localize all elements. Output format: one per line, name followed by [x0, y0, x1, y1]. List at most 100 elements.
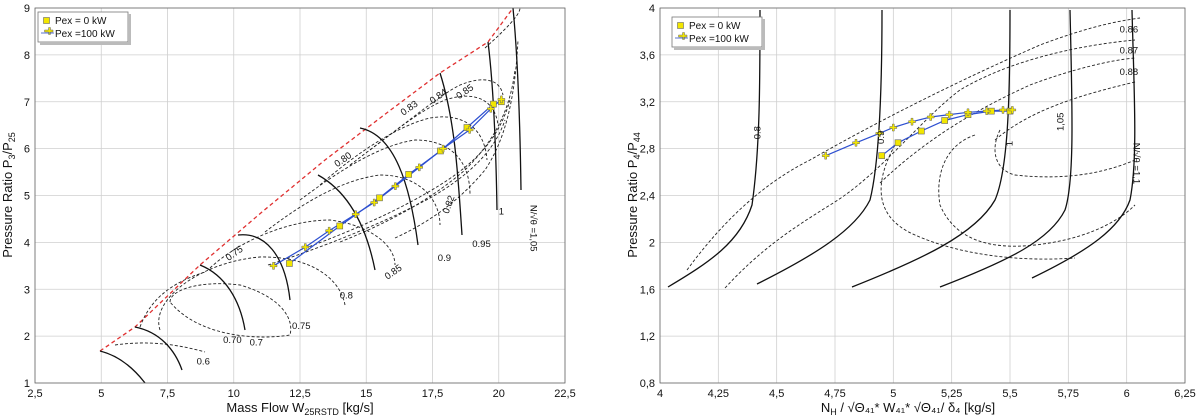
x-tick-label: 22,5 — [554, 388, 575, 400]
operating-line-series — [269, 95, 506, 270]
axes: 4 4,25 4,5 4,75 5 5,25 5,5 5,75 6 6,25 0,8 1,2 1,6 2 2… — [640, 3, 1196, 400]
contour-label: 0.85 — [383, 263, 404, 283]
speed-line — [939, 9, 1073, 288]
contour-label: 0.87 — [1120, 46, 1139, 57]
x-tick-label: 4 — [657, 388, 663, 400]
data-point-pex-100 — [415, 163, 423, 172]
plot-frame — [659, 7, 1186, 384]
x-tick-label: 5,5 — [1002, 388, 1017, 400]
y-axis-label: Pressure Ratio P4/P44 — [625, 132, 642, 258]
y-tick-label: 2 — [24, 331, 30, 343]
x-tick-label: 20 — [493, 388, 505, 400]
contour-label: 0.82 — [441, 194, 458, 215]
legend-square-marker — [43, 17, 50, 24]
efficiency-contour — [339, 69, 516, 243]
y-tick-label: 2,4 — [640, 191, 655, 203]
data-point-pex-100 — [325, 226, 333, 235]
contour-label: 0.88 — [1120, 67, 1139, 78]
contour-label: 1,05 — [1056, 113, 1067, 132]
data-point-pex-100 — [465, 126, 474, 134]
data-point-pex-100 — [852, 139, 860, 147]
turbine-map-chart: 0.86 0.87 0.88 0.8 0.9 1 1,05 N/√θ =1,1 4 4,25 4,… — [625, 3, 1196, 417]
speed-line — [99, 350, 146, 383]
data-point-pex-0 — [941, 117, 948, 124]
efficiency-contour — [299, 99, 511, 251]
efficiency-contour — [724, 39, 1136, 289]
contour-label: 0.70 — [223, 335, 242, 346]
grid — [659, 7, 1186, 384]
speed-line — [487, 41, 498, 211]
x-axis-label: Mass Flow W25RSTD [kg/s] — [226, 400, 373, 417]
efficiency-contour — [114, 342, 206, 353]
data-point-pex-100 — [487, 105, 495, 113]
efficiency-contour — [938, 134, 1136, 247]
efficiency-contour — [880, 144, 1076, 260]
x-tick-label: 15 — [360, 388, 372, 400]
legend-plus-marker — [44, 27, 54, 35]
contour-label: 0.95 — [472, 239, 491, 250]
efficiency-contour — [319, 116, 488, 186]
speed-line — [237, 234, 291, 301]
contour-label: 0.8 — [752, 126, 763, 139]
contour-label: 0.7 — [250, 338, 263, 349]
contour-label: 0.75 — [224, 244, 245, 264]
data-point-pex-0 — [894, 139, 902, 147]
data-point-pex-100 — [875, 129, 884, 138]
x-tick-label: 10 — [228, 388, 240, 400]
data-point-pex-0 — [918, 127, 925, 135]
y-tick-label: 2 — [649, 237, 655, 249]
x-tick-label: 2,5 — [27, 388, 42, 400]
legend-label-pex-100: Pex =100 kW — [689, 34, 749, 45]
y-tick-label: 4 — [24, 237, 30, 249]
legend-label-pex-0: Pex = 0 kW — [55, 16, 107, 27]
efficiency-contour — [299, 139, 471, 201]
efficiency-contour — [879, 57, 1136, 184]
legend-label-pex-100: Pex =100 kW — [55, 29, 115, 40]
x-tick-label: 4,75 — [824, 388, 845, 400]
y-tick-label: 1,2 — [640, 331, 655, 343]
contour-label: 0.9 — [438, 253, 451, 264]
x-tick-label: 4,25 — [708, 388, 729, 400]
legend-plus-marker — [678, 32, 688, 40]
speed-line — [756, 9, 883, 285]
y-tick-label: 5 — [24, 191, 30, 203]
x-tick-label: 5,75 — [1058, 388, 1079, 400]
y-tick-label: 3 — [24, 284, 30, 296]
data-point-pex-0 — [376, 194, 383, 202]
data-point-pex-100 — [999, 106, 1007, 114]
legend-label-pex-0: Pex = 0 kW — [689, 21, 741, 32]
contour-labels: 0.700.750.800.830.84 0.850.820.60.70.750.… — [197, 82, 539, 367]
contour-label: 0.85 — [454, 82, 475, 102]
y-axis-label: Pressure Ratio P3/P25 — [0, 132, 17, 258]
data-point-pex-100 — [926, 113, 935, 121]
data-point-pex-0 — [286, 260, 293, 267]
contour-label: 1 — [499, 206, 504, 217]
operating-line-series — [821, 106, 1017, 160]
axes: 2,5 5 7,5 10 12,5 15 17,5 20 22,5 1 2 3 4 5 6 7 8 9 — [24, 3, 576, 400]
y-tick-label: 2,8 — [640, 144, 655, 156]
speed-line — [851, 9, 1011, 288]
y-tick-label: 7 — [24, 97, 30, 109]
x-tick-label: 6,25 — [1174, 388, 1195, 400]
y-tick-label: 8 — [24, 50, 30, 62]
y-tick-label: 3,2 — [640, 97, 655, 109]
speed-line — [134, 326, 183, 371]
map-lines — [667, 9, 1141, 289]
y-tick-label: 1,6 — [640, 284, 655, 296]
efficiency-contour — [994, 129, 1136, 178]
legend-square-marker — [677, 22, 684, 29]
data-point-pex-100 — [301, 243, 310, 251]
x-tick-label: 5 — [890, 388, 896, 400]
data-point-pex-100 — [821, 151, 830, 160]
x-tick-label: 12,5 — [289, 388, 310, 400]
y-tick-label: 0,8 — [640, 378, 655, 390]
legend: Pex = 0 kW Pex =100 kW — [37, 11, 131, 45]
data-point-pex-100 — [351, 210, 360, 218]
efficiency-contour — [369, 79, 504, 151]
y-tick-label: 6 — [24, 144, 30, 156]
data-point-pex-100 — [945, 110, 954, 119]
contour-label: 0.86 — [1120, 25, 1139, 36]
contour-label: N/√θ =1,05 — [528, 205, 539, 252]
legend: Pex = 0 kW Pex =100 kW — [671, 16, 765, 50]
data-point-pex-0 — [878, 152, 885, 159]
